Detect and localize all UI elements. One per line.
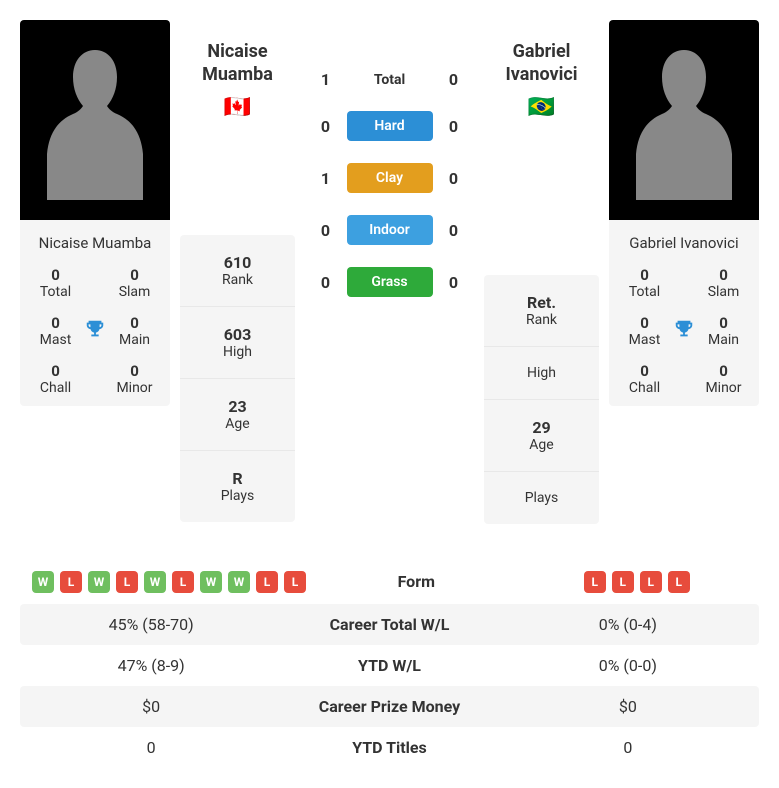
win-badge: W [144, 571, 166, 593]
flag-right: 🇧🇷 [484, 95, 599, 120]
compare-label-ytd-titles: YTD Titles [270, 738, 508, 757]
stat-main: 0 Main [696, 314, 751, 348]
stat-chall: 0 Chall [617, 362, 672, 396]
surface-clay[interactable]: Clay [347, 163, 433, 193]
h2h-column: 1 Total 0 0 Hard 0 1 Clay 0 0 Indoor 0 0… [305, 20, 474, 297]
stat-total: 0 Total [28, 266, 83, 300]
h2h-indoor: 0 Indoor 0 [305, 215, 474, 245]
stat-slam: 0 Slam [107, 266, 162, 300]
rank-rank: Ret. Rank [484, 275, 599, 347]
compare-left-ytd-titles: 0 [32, 738, 270, 757]
top-section: Nicaise Muamba 0 Total 0 Slam 0 Mast 0 M… [20, 20, 759, 524]
compare-label-form: Form [306, 572, 527, 591]
surface-hard[interactable]: Hard [347, 111, 433, 141]
compare-table: WLWLWLWWLL Form LLLL 45% (58-70) Career … [20, 560, 759, 768]
right-meta: Gabriel Ivanovici 🇧🇷 Ret. Rank High 29 A… [484, 20, 599, 524]
compare-row-form: WLWLWLWWLL Form LLLL [20, 560, 759, 604]
player-stats-right: 0 Total 0 Slam 0 Mast 0 Main 0 Chall [609, 266, 759, 406]
stat-minor: 0 Minor [107, 362, 162, 396]
player-name-block-left: Nicaise Muamba 🇨🇦 [180, 20, 295, 120]
compare-left-prize: $0 [32, 697, 270, 716]
rank-col-left: 610 Rank 603 High 23 Age R Plays [180, 235, 295, 522]
player-image-right [609, 20, 759, 220]
rank-col-right: Ret. Rank High 29 Age Plays [484, 275, 599, 524]
compare-label-ytd-wl: YTD W/L [270, 656, 508, 675]
silhouette-icon [45, 40, 145, 200]
compare-row-ytd-titles: 0 YTD Titles 0 [20, 727, 759, 768]
trophy-icon [672, 318, 696, 344]
h2h-hard: 0 Hard 0 [305, 111, 474, 141]
compare-row-ytd-wl: 47% (8-9) YTD W/L 0% (0-0) [20, 645, 759, 686]
win-badge: W [32, 571, 54, 593]
loss-badge: L [60, 571, 82, 593]
win-badge: W [200, 571, 222, 593]
h2h-grass: 0 Grass 0 [305, 267, 474, 297]
surface-grass[interactable]: Grass [347, 267, 433, 297]
rank-plays: R Plays [180, 451, 295, 522]
stat-mast: 0 Mast [28, 314, 83, 348]
loss-badge: L [612, 571, 634, 593]
player-name-left: Nicaise Muamba [20, 220, 170, 266]
player-stats-left: 0 Total 0 Slam 0 Mast 0 Main 0 Chall [20, 266, 170, 406]
rank-rank: 610 Rank [180, 235, 295, 307]
flag-left: 🇨🇦 [180, 95, 295, 120]
h2h-total: 1 Total 0 [305, 70, 474, 89]
compare-right-ytd-wl: 0% (0-0) [509, 656, 747, 675]
compare-row-career-wl: 45% (58-70) Career Total W/L 0% (0-4) [20, 604, 759, 645]
loss-badge: L [172, 571, 194, 593]
stat-chall: 0 Chall [28, 362, 83, 396]
win-badge: W [88, 571, 110, 593]
trophy-icon [83, 318, 107, 344]
silhouette-icon [634, 40, 734, 200]
surface-indoor[interactable]: Indoor [347, 215, 433, 245]
player-name-block-right: Gabriel Ivanovici 🇧🇷 [484, 20, 599, 120]
rank-age: 23 Age [180, 379, 295, 451]
loss-badge: L [284, 571, 306, 593]
compare-label-prize: Career Prize Money [270, 697, 508, 716]
loss-badge: L [256, 571, 278, 593]
player-card-right: Gabriel Ivanovici 0 Total 0 Slam 0 Mast … [609, 20, 759, 406]
compare-left-career-wl: 45% (58-70) [32, 615, 270, 634]
player-card-left: Nicaise Muamba 0 Total 0 Slam 0 Mast 0 M… [20, 20, 170, 406]
compare-right-ytd-titles: 0 [509, 738, 747, 757]
stat-slam: 0 Slam [696, 266, 751, 300]
compare-right-prize: $0 [509, 697, 747, 716]
loss-badge: L [640, 571, 662, 593]
rank-plays: Plays [484, 472, 599, 524]
loss-badge: L [668, 571, 690, 593]
rank-high: 603 High [180, 307, 295, 379]
loss-badge: L [584, 571, 606, 593]
compare-row-prize: $0 Career Prize Money $0 [20, 686, 759, 727]
h2h-clay: 1 Clay 0 [305, 163, 474, 193]
win-badge: W [228, 571, 250, 593]
rank-high: High [484, 347, 599, 400]
left-meta: Nicaise Muamba 🇨🇦 610 Rank 603 High 23 A… [180, 20, 295, 522]
player-image-left [20, 20, 170, 220]
player-name-right: Gabriel Ivanovici [609, 220, 759, 266]
stat-main: 0 Main [107, 314, 162, 348]
compare-right-career-wl: 0% (0-4) [509, 615, 747, 634]
stat-minor: 0 Minor [696, 362, 751, 396]
compare-label-career-wl: Career Total W/L [270, 615, 508, 634]
stat-mast: 0 Mast [617, 314, 672, 348]
form-left: WLWLWLWWLL [32, 571, 306, 593]
loss-badge: L [116, 571, 138, 593]
compare-left-ytd-wl: 47% (8-9) [32, 656, 270, 675]
form-right: LLLL [527, 571, 748, 593]
rank-age: 29 Age [484, 400, 599, 472]
stat-total: 0 Total [617, 266, 672, 300]
